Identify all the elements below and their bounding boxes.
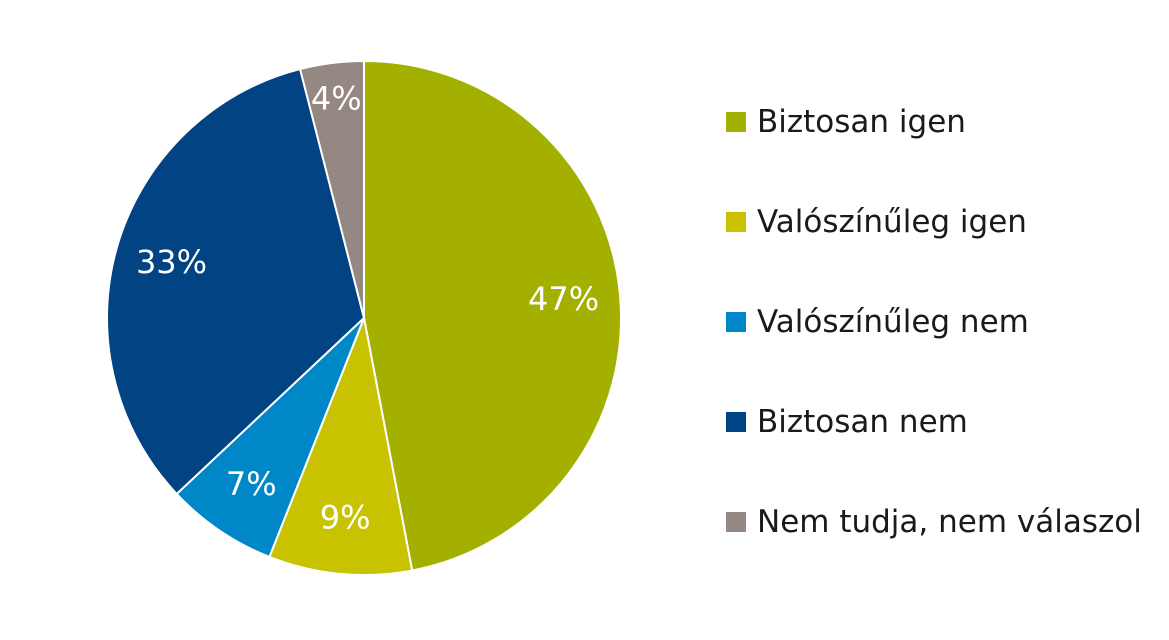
pie-slice-valoszinuleg-nem (175, 317, 365, 559)
slice-label-nem-tudja-nem-valaszol: 4% (311, 80, 362, 118)
slice-label-valoszinuleg-igen: 9% (320, 499, 371, 537)
legend-swatch (726, 512, 746, 532)
legend-item-biztosan-igen: Biztosan igen (726, 104, 966, 140)
legend-label: Valószínűleg nem (757, 304, 1029, 340)
legend-label: Valószínűleg igen (757, 204, 1027, 240)
pie-slice-biztosan-igen (363, 59, 622, 572)
slice-label-biztosan-igen: 47% (528, 280, 599, 318)
pie-slice-nem-tudja-nem-valaszol (298, 59, 365, 319)
slice-label-biztosan-nem: 33% (136, 243, 207, 281)
legend-swatch (726, 212, 746, 232)
legend-label: Biztosan nem (757, 404, 968, 440)
legend-label: Biztosan igen (757, 104, 966, 140)
pie-slice-valoszinuleg-igen (268, 314, 414, 576)
legend-swatch (726, 112, 746, 132)
legend: Biztosan igen Valószínűleg igen Valószínűl… (726, 104, 1142, 540)
slice-label-valoszinuleg-nem: 7% (226, 465, 277, 503)
legend-item-biztosan-nem: Biztosan nem (726, 404, 968, 440)
legend-item-valoszinuleg-igen: Valószínűleg igen (726, 204, 1027, 240)
legend-swatch (726, 312, 746, 332)
legend-swatch (726, 412, 746, 432)
legend-item-nem-tudja-nem-valaszol: Nem tudja, nem válaszol (726, 504, 1142, 540)
pie-labels: 47% 9% 7% 33% 4% (136, 80, 599, 537)
legend-label: Nem tudja, nem válaszol (757, 504, 1142, 540)
pie-slice-biztosan-nem (106, 67, 366, 496)
legend-item-valoszinuleg-nem: Valószínűleg nem (726, 304, 1029, 340)
pie-slices (106, 59, 622, 576)
